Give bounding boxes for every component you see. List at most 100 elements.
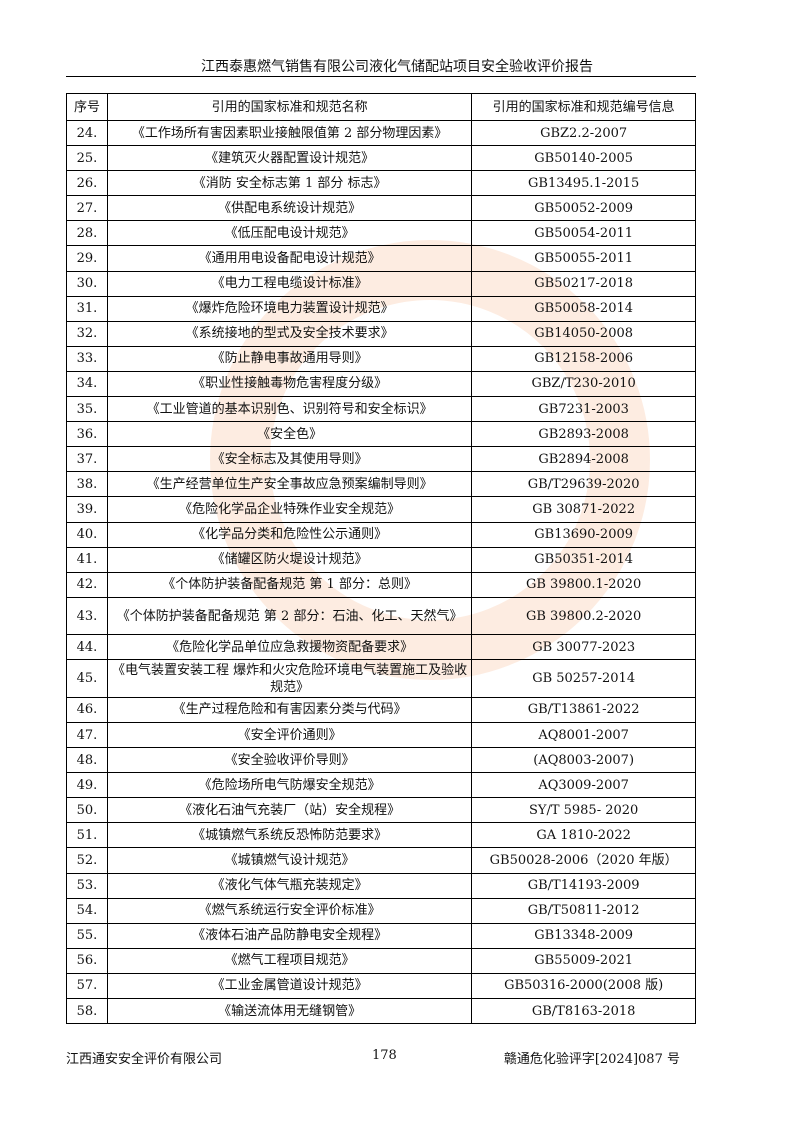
cell-no: 41. [66,546,108,573]
cell-code: GB14050-2008 [471,320,696,347]
table-row: 44. 《危险化学品单位应急救援物资配备要求》 GB 30077-2023 [66,634,696,661]
table-row: 58. 《输送流体用无缝钢管》 GB/T8163-2018 [66,997,696,1025]
cell-no: 51. [66,822,108,849]
column-header-name: 引用的国家标准和规范名称 [106,93,473,121]
cell-no: 52. [66,847,108,874]
footer-doc-number: 赣通危化验评字[2024]087 号 [503,1052,680,1067]
cell-code: GA 1810-2022 [471,822,696,849]
cell-no: 42. [66,571,108,598]
cell-no: 27. [66,195,108,222]
table-row: 57. 《工业金属管道设计规范》 GB50316-2000(2008 版) [66,972,696,1000]
cell-name: 《工作场所有害因素职业接触限值第 2 部分物理因素》 [106,119,473,147]
cell-name: 《系统接地的型式及安全技术要求》 [106,320,473,347]
cell-no: 55. [66,922,108,949]
cell-code: GB2893-2008 [471,421,696,448]
cell-name: 《城镇燃气系统反恐怖防范要求》 [106,822,473,849]
cell-no: 37. [66,446,108,473]
table-row: 56. 《燃气工程项目规范》 GB55009-2021 [66,947,696,974]
standards-table: 序号 引用的国家标准和规范名称 引用的国家标准和规范编号信息 24. 《工作场所有… [66,93,696,1025]
cell-no: 58. [66,997,108,1025]
cell-code: GB/T50811-2012 [471,897,696,924]
cell-name: 《安全色》 [106,421,473,448]
table-row: 52. 《城镇燃气设计规范》 GB50028-2006（2020 年版） [66,847,696,874]
cell-name: 《生产经营单位生产安全事故应急预案编制导则》 [106,471,473,498]
table-row: 30. 《电力工程电缆设计标准》 GB50217-2018 [66,270,696,297]
column-header-code: 引用的国家标准和规范编号信息 [471,93,696,121]
table-row: 40. 《化学品分类和危险性公示通则》 GB13690-2009 [66,521,696,548]
table-row: 34. 《职业性接触毒物危害程度分级》 GBZ/T230-2010 [66,370,696,398]
table-row: 29. 《通用用电设备配电设计规范》 GB50055-2011 [66,245,696,272]
cell-code: GB/T29639-2020 [471,471,696,498]
cell-name: 《生产过程危险和有害因素分类与代码》 [106,696,473,723]
table-row: 26. 《消防 安全标志第 1 部分 标志》 GB13495.1-2015 [66,170,696,197]
cell-name: 《低压配电设计规范》 [106,220,473,247]
cell-no: 33. [66,345,108,372]
cell-name: 《危险化学品单位应急救援物资配备要求》 [106,634,473,661]
cell-no: 25. [66,145,108,172]
cell-code: GB55009-2021 [471,947,696,974]
page-header-title: 江西泰惠燃气销售有限公司液化气储配站项目安全验收评价报告 [201,59,593,75]
table-row: 54. 《燃气系统运行安全评价标准》 GB/T50811-2012 [66,897,696,924]
cell-code: GB13690-2009 [471,521,696,548]
header-divider [66,76,696,77]
cell-no: 34. [66,370,108,398]
cell-code: AQ8001-2007 [471,721,696,749]
cell-name: 《危险场所电气防爆安全规范》 [106,772,473,799]
cell-code: GB50140-2005 [471,145,696,172]
footer-page-number: 178 [372,1048,397,1063]
cell-name: 《个体防护装备配备规范 第 2 部分：石油、化工、天然气》 [106,596,473,636]
cell-no: 38. [66,471,108,498]
cell-code: GB50055-2011 [471,245,696,272]
cell-name: 《液化气体气瓶充装规定》 [106,872,473,899]
cell-code: GB 50257-2014 [471,659,696,698]
cell-no: 47. [66,721,108,749]
cell-code: GB/T13861-2022 [471,696,696,723]
cell-name: 《液体石油产品防静电安全规程》 [106,922,473,949]
cell-name: 《燃气系统运行安全评价标准》 [106,897,473,924]
table-row: 38. 《生产经营单位生产安全事故应急预案编制导则》 GB/T29639-2020 [66,471,696,498]
cell-name: 《消防 安全标志第 1 部分 标志》 [106,170,473,197]
table-row: 43. 《个体防护装备配备规范 第 2 部分：石油、化工、天然气》 GB 39800… [66,596,696,636]
table-header-row: 序号 引用的国家标准和规范名称 引用的国家标准和规范编号信息 [66,93,696,121]
cell-name: 《工业金属管道设计规范》 [106,972,473,1000]
table-row: 33. 《防止静电事故通用导则》 GB12158-2006 [66,345,696,372]
cell-code: GB50054-2011 [471,220,696,247]
table-row: 53. 《液化气体气瓶充装规定》 GB/T14193-2009 [66,872,696,899]
table-row: 24. 《工作场所有害因素职业接触限值第 2 部分物理因素》 GBZ2.2-2007 [66,119,696,147]
table-row: 55. 《液体石油产品防静电安全规程》 GB13348-2009 [66,922,696,949]
cell-code: GB50217-2018 [471,270,696,297]
cell-code: GB 30871-2022 [471,496,696,523]
cell-name: 《个体防护装备配备规范 第 1 部分：总则》 [106,571,473,598]
cell-no: 54. [66,897,108,924]
cell-code: GB12158-2006 [471,345,696,372]
cell-code: GB50028-2006（2020 年版） [471,847,696,874]
table-row: 27. 《供配电系统设计规范》 GB50052-2009 [66,195,696,222]
cell-no: 35. [66,396,108,423]
cell-name: 《职业性接触毒物危害程度分级》 [106,370,473,398]
table-row: 41. 《储罐区防火堤设计规范》 GB50351-2014 [66,546,696,573]
cell-code: GB13348-2009 [471,922,696,949]
cell-no: 46. [66,696,108,723]
cell-name: 《爆炸危险环境电力装置设计规范》 [106,295,473,322]
cell-code: GB50316-2000(2008 版) [471,972,696,1000]
cell-code: GB/T8163-2018 [471,997,696,1025]
cell-no: 29. [66,245,108,272]
cell-code: GB13495.1-2015 [471,170,696,197]
cell-no: 43. [66,596,108,636]
table-row: 36. 《安全色》 GB2893-2008 [66,421,696,448]
cell-name: 《储罐区防火堤设计规范》 [106,546,473,573]
cell-no: 30. [66,270,108,297]
table-row: 47. 《安全评价通则》 AQ8001-2007 [66,721,696,749]
cell-no: 28. [66,220,108,247]
cell-code: AQ3009-2007 [471,772,696,799]
cell-no: 40. [66,521,108,548]
cell-name: 《电力工程电缆设计标准》 [106,270,473,297]
cell-code: GB2894-2008 [471,446,696,473]
cell-code: GB 30077-2023 [471,634,696,661]
cell-no: 45. [66,659,108,698]
cell-code: GB/T14193-2009 [471,872,696,899]
cell-no: 57. [66,972,108,1000]
table-row: 46. 《生产过程危险和有害因素分类与代码》 GB/T13861-2022 [66,696,696,723]
cell-no: 49. [66,772,108,799]
cell-code: GB50351-2014 [471,546,696,573]
